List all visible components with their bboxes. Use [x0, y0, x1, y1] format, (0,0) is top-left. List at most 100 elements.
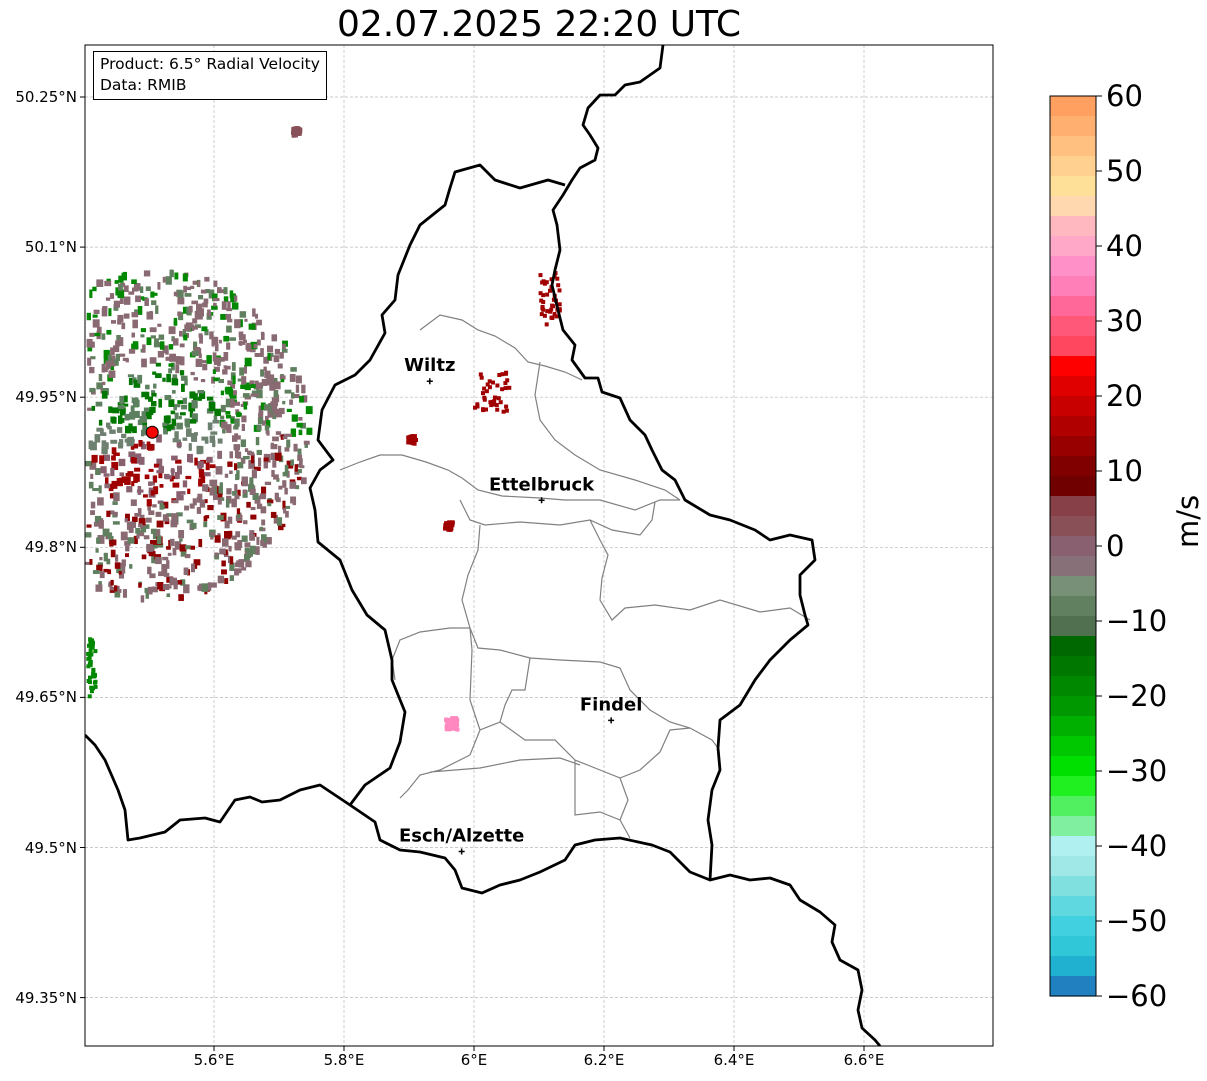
echo-pixel	[549, 277, 554, 282]
echo-pixel	[177, 400, 184, 404]
echo-pixel	[162, 377, 166, 382]
echo-pixel	[115, 359, 119, 366]
echo-pixel	[114, 280, 119, 284]
echo-pixel	[198, 353, 202, 358]
echo-pixel	[234, 545, 242, 551]
echo-pixel	[211, 305, 218, 310]
echo-pixel	[159, 341, 165, 350]
echo-pixel	[156, 543, 164, 548]
echo-pixel	[128, 451, 136, 458]
echo-pixel	[229, 562, 235, 571]
echo-pixel	[114, 511, 118, 516]
lon-tick-label: 6.2°E	[583, 1051, 625, 1069]
echo-pixel	[172, 374, 178, 379]
echo-pixel	[223, 335, 230, 342]
echo-pixel	[198, 583, 203, 592]
echo-pixel	[88, 662, 93, 667]
echo-pixel	[265, 430, 270, 434]
echo-pixel	[89, 387, 96, 393]
echo-pixel	[207, 309, 211, 317]
echo-pixel	[231, 362, 236, 371]
echo-pixel	[212, 293, 218, 302]
echo-pixel	[108, 582, 113, 587]
echo-pixel	[111, 417, 117, 424]
echo-pixel	[113, 300, 121, 308]
echo-pixel	[124, 518, 128, 523]
echo-pixel	[294, 128, 298, 133]
echo-pixel	[203, 515, 208, 522]
data-source-label: Data: RMIB	[100, 76, 187, 94]
echo-pixel	[260, 506, 267, 514]
echo-pixel	[196, 445, 202, 455]
echo-pixel	[245, 560, 252, 568]
echo-pixel	[277, 363, 283, 369]
echo-pixel	[166, 513, 173, 517]
echo-pixel	[207, 582, 212, 591]
echo-pixel	[104, 483, 111, 489]
echo-pixel	[117, 427, 123, 433]
echo-pixel	[149, 327, 157, 333]
echo-pixel	[244, 547, 250, 552]
echo-pixel	[221, 289, 225, 294]
echo-pixel	[117, 314, 124, 323]
echo-pixel	[104, 280, 112, 287]
echo-pixel	[220, 415, 225, 420]
echo-pixel	[227, 318, 233, 323]
echo-pixel	[250, 393, 258, 397]
colorbar-segment	[1050, 416, 1096, 437]
echo-pixel	[182, 306, 187, 314]
echo-pixel	[86, 312, 91, 321]
echo-pixel	[414, 438, 418, 442]
echo-pixel	[264, 481, 272, 486]
echo-pixel	[504, 404, 509, 409]
echo-pixel	[135, 295, 142, 303]
echo-pixel	[240, 457, 246, 464]
echo-pixel	[212, 298, 220, 302]
echo-pixel	[185, 286, 192, 291]
echo-pixel	[544, 322, 549, 327]
echo-pixel	[108, 308, 112, 317]
echo-pixel	[145, 384, 150, 390]
echo-pixel	[118, 442, 124, 449]
echo-pixel	[294, 469, 300, 475]
city-marker	[538, 497, 545, 504]
echo-pixel	[296, 476, 303, 481]
echo-pixel	[163, 428, 168, 435]
echo-pixel	[203, 298, 209, 304]
echo-pixel	[155, 362, 161, 367]
echo-pixel	[254, 466, 261, 471]
echo-pixel	[127, 537, 135, 544]
echo-pixel	[260, 369, 265, 377]
echo-pixel	[137, 374, 143, 384]
echo-pixel	[543, 281, 547, 286]
echo-pixel	[495, 407, 500, 412]
echo-pixel	[196, 310, 203, 320]
echo-pixel	[225, 499, 230, 508]
echo-pixel	[146, 499, 152, 507]
colorbar-tick-label: −30	[1106, 754, 1168, 788]
echo-pixel	[88, 481, 94, 489]
echo-pixel	[89, 685, 94, 690]
lon-tick-label: 6°E	[460, 1051, 488, 1069]
echo-pixel	[125, 545, 130, 552]
city-marker	[608, 717, 615, 724]
echo-pixel	[174, 431, 179, 440]
echo-pixel	[208, 289, 215, 299]
echo-pixel	[125, 513, 130, 521]
echo-pixel	[227, 301, 231, 310]
echo-pixel	[128, 378, 133, 386]
echo-pixel	[183, 567, 189, 575]
echo-pixel	[137, 530, 145, 537]
echo-pixel	[172, 499, 179, 504]
echo-pixel	[214, 535, 221, 543]
map-frame	[84, 44, 994, 1047]
echo-pixel	[264, 425, 270, 431]
echo-pixel	[144, 587, 150, 593]
echo-pixel	[220, 390, 225, 396]
echo-pixel	[218, 379, 224, 384]
echo-pixel	[98, 374, 103, 382]
echo-pixel	[271, 334, 278, 342]
echo-pixel	[179, 538, 183, 542]
echo-pixel	[180, 356, 185, 366]
echo-pixel	[194, 457, 198, 466]
